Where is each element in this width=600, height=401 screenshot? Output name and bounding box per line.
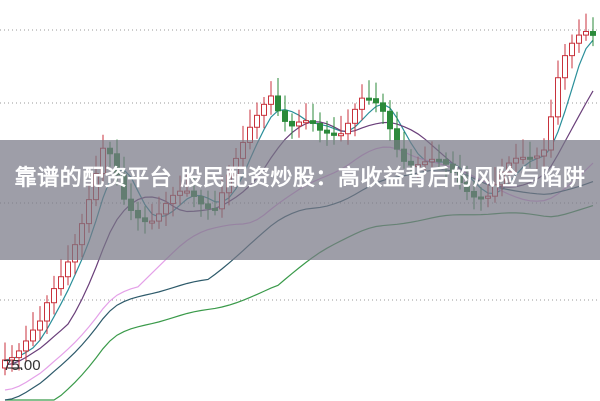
candle-down xyxy=(380,102,386,112)
candle-up xyxy=(65,261,71,278)
candle-up xyxy=(58,276,64,290)
candle-up xyxy=(44,302,50,322)
candle-up xyxy=(268,95,274,105)
candle-down xyxy=(310,120,316,124)
candle-up xyxy=(51,288,57,304)
candle-down xyxy=(590,31,596,36)
candle-up xyxy=(576,34,582,44)
candle-down xyxy=(317,122,323,131)
candle-up xyxy=(30,329,36,342)
candle-up xyxy=(23,340,29,352)
price-level-label: 75.00 xyxy=(3,357,41,374)
candle-up xyxy=(338,133,344,137)
candle-up xyxy=(37,320,43,331)
candle-up xyxy=(562,55,568,79)
candle-down xyxy=(282,110,288,122)
candle-down xyxy=(275,95,281,112)
candle-up xyxy=(16,350,22,359)
candle-up xyxy=(352,108,358,124)
candle-down xyxy=(289,120,295,127)
candle-up xyxy=(261,103,267,116)
candle-up xyxy=(303,120,309,124)
candle-up xyxy=(9,357,15,361)
candle-up xyxy=(296,121,302,127)
candle-up xyxy=(583,31,589,36)
candle-up xyxy=(555,77,561,118)
candle-down xyxy=(373,98,379,104)
candle-down xyxy=(366,97,372,101)
title-overlay-band xyxy=(0,140,600,260)
candle-up xyxy=(345,122,351,135)
candle-down xyxy=(387,110,393,130)
candle-down xyxy=(331,132,337,136)
article-title: 靠谱的配资平台 股民配资炒股：高收益背后的风险与陷阱 xyxy=(14,166,586,191)
candle-up xyxy=(254,114,260,128)
candle-up xyxy=(569,42,575,57)
candle-up xyxy=(359,97,365,110)
candle-up xyxy=(2,359,8,369)
candle-down xyxy=(324,129,330,134)
